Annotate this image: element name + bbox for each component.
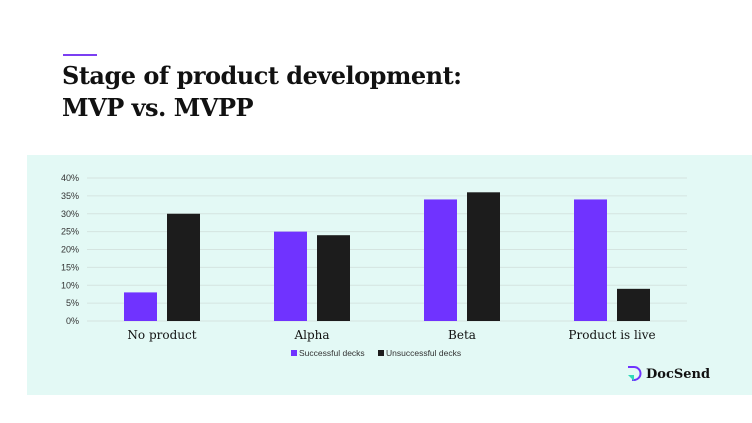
y-tick-label: 40% <box>61 173 79 183</box>
y-tick-label: 35% <box>61 191 79 201</box>
title-line-1: Stage of product development: <box>62 61 462 90</box>
bar-successful <box>424 199 457 321</box>
brand-name: DocSend <box>646 366 711 382</box>
y-tick-label: 15% <box>61 262 79 272</box>
x-category-label: Alpha <box>293 328 329 342</box>
y-tick-label: 30% <box>61 209 79 219</box>
page-title: Stage of product development: MVP vs. MV… <box>62 60 462 124</box>
y-tick-label: 25% <box>61 227 79 237</box>
bar-unsuccessful <box>317 235 350 321</box>
docsend-logo: DocSend <box>626 365 710 383</box>
y-tick-label: 0% <box>66 316 79 326</box>
legend-label: Successful decks <box>299 348 365 358</box>
legend-label: Unsuccessful decks <box>386 348 461 358</box>
y-tick-label: 10% <box>61 280 79 290</box>
x-category-label: Beta <box>448 328 476 342</box>
bar-unsuccessful <box>467 192 500 321</box>
docsend-logo-icon <box>628 366 642 381</box>
x-category-label: Product is live <box>568 328 655 342</box>
title-line-2: MVP vs. MVPP <box>62 93 254 122</box>
bar-unsuccessful <box>617 288 650 321</box>
legend-swatch <box>291 350 297 356</box>
y-tick-label: 5% <box>66 298 79 308</box>
bar-successful <box>124 292 157 321</box>
title-accent-line <box>63 54 97 56</box>
bar-successful <box>574 199 607 321</box>
x-category-label: No product <box>127 328 196 342</box>
y-tick-label: 20% <box>61 245 79 255</box>
chart-panel <box>27 155 752 395</box>
bar-successful <box>274 231 307 321</box>
bar-unsuccessful <box>167 213 200 321</box>
legend-swatch <box>378 350 384 356</box>
